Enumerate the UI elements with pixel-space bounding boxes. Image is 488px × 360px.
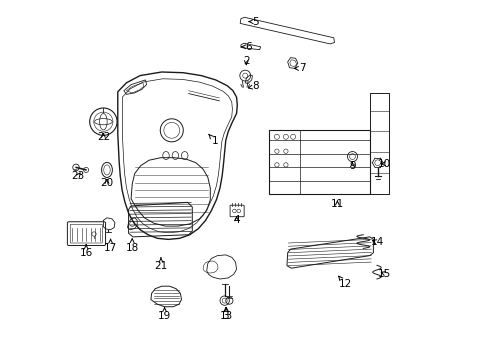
Text: 13: 13 [220,308,233,321]
Text: 7: 7 [294,63,305,73]
Bar [268,130,369,194]
Text: 5: 5 [248,17,258,27]
Text: 17: 17 [104,239,117,253]
Text: 18: 18 [125,239,139,253]
Text: 15: 15 [378,269,391,279]
Text: 1: 1 [208,134,218,146]
Text: 6: 6 [241,42,251,52]
Text: 20: 20 [100,178,113,188]
Text: 8: 8 [248,81,258,91]
Text: 23: 23 [71,171,84,181]
Text: 11: 11 [330,199,343,210]
Text: 10: 10 [377,159,390,169]
Text: 2: 2 [243,56,249,66]
Text: 16: 16 [80,245,93,258]
Text: 21: 21 [154,258,167,271]
Text: 3: 3 [222,308,228,321]
Text: 19: 19 [158,308,171,321]
Text: 14: 14 [369,237,383,247]
Bar [369,93,387,194]
Text: 9: 9 [348,161,355,171]
Text: 22: 22 [97,132,110,142]
Text: 4: 4 [233,215,240,225]
Text: 12: 12 [338,276,351,289]
